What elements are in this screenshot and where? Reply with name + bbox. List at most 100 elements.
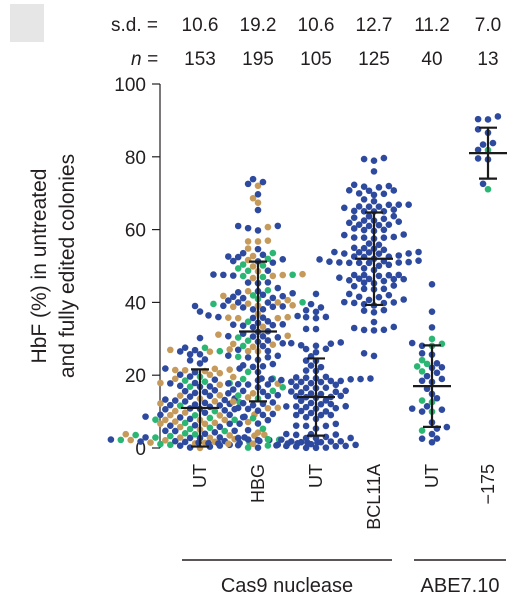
data-point <box>244 224 252 232</box>
data-point <box>355 259 363 267</box>
data-point <box>157 379 164 387</box>
data-point <box>279 292 287 300</box>
data-point <box>171 437 179 445</box>
data-point <box>287 378 295 386</box>
data-point <box>327 438 335 445</box>
data-point <box>176 382 184 390</box>
sd-value: 7.0 <box>475 15 501 36</box>
data-point <box>191 401 199 408</box>
data-point <box>342 442 350 450</box>
data-point <box>244 279 252 286</box>
data-point <box>171 407 179 415</box>
data-point <box>234 434 242 442</box>
data-point <box>415 257 422 264</box>
data-point <box>249 343 257 351</box>
data-point <box>234 222 242 230</box>
data-point <box>239 261 247 268</box>
data-point <box>201 420 209 428</box>
data-point <box>355 190 363 197</box>
data-point <box>201 344 209 352</box>
data-point <box>137 438 144 445</box>
data-point <box>167 432 174 440</box>
n-value: 40 <box>421 49 442 70</box>
data-point <box>395 201 403 209</box>
data-point <box>171 418 179 425</box>
data-point <box>347 375 354 383</box>
data-point <box>186 415 194 423</box>
data-point <box>355 275 363 282</box>
data-point <box>341 298 348 306</box>
data-point <box>181 419 189 427</box>
data-point <box>236 420 243 427</box>
sd-value: 10.6 <box>182 15 219 36</box>
data-point <box>423 372 431 380</box>
data-point <box>244 444 252 451</box>
data-point <box>350 244 358 252</box>
data-point <box>367 375 374 382</box>
data-point <box>380 190 388 198</box>
data-point <box>400 296 408 303</box>
data-point <box>307 409 315 417</box>
data-point <box>211 407 219 415</box>
data-point <box>239 294 247 302</box>
data-point <box>297 341 305 349</box>
data-point <box>171 427 179 435</box>
data-point <box>264 416 272 424</box>
data-point <box>249 252 257 260</box>
data-point <box>350 234 358 241</box>
data-point <box>254 238 262 245</box>
data-point <box>428 430 436 438</box>
data-point <box>299 298 306 306</box>
data-point <box>234 441 242 449</box>
data-point <box>350 271 358 279</box>
data-point <box>221 396 229 404</box>
data-point <box>357 375 364 383</box>
data-point <box>152 434 159 441</box>
data-point <box>418 397 426 404</box>
data-point <box>225 332 232 340</box>
data-point <box>327 411 335 419</box>
data-point <box>326 258 333 265</box>
data-point <box>234 404 242 412</box>
sd-value: 11.2 <box>414 15 450 36</box>
data-point <box>370 197 378 205</box>
data-point <box>211 387 219 394</box>
data-point <box>196 350 204 358</box>
data-point <box>206 434 214 442</box>
data-point <box>307 440 315 448</box>
data-point <box>231 427 238 435</box>
data-point <box>390 282 398 289</box>
data-point <box>254 206 262 214</box>
data-point <box>132 431 139 439</box>
data-point <box>479 141 487 148</box>
data-point <box>345 187 353 194</box>
data-point <box>234 380 242 388</box>
data-point <box>279 321 287 328</box>
data-point <box>443 423 451 431</box>
category-label: UT <box>190 464 210 488</box>
data-point <box>385 201 393 209</box>
data-point <box>332 442 340 450</box>
data-point <box>337 392 345 400</box>
data-point <box>244 381 252 388</box>
data-point <box>489 139 497 147</box>
data-point <box>380 285 388 293</box>
data-point <box>215 313 222 321</box>
data-point <box>244 180 252 188</box>
data-point <box>216 392 224 399</box>
data-point <box>239 249 247 257</box>
data-point <box>210 300 217 308</box>
data-point <box>269 249 277 257</box>
data-point <box>181 344 189 351</box>
data-point <box>225 253 232 260</box>
data-point <box>299 270 306 278</box>
data-point <box>390 212 398 220</box>
data-point <box>259 425 267 433</box>
data-point <box>264 435 272 443</box>
data-point <box>474 115 482 123</box>
data-point <box>312 342 320 350</box>
data-point <box>370 168 378 175</box>
data-point <box>350 225 358 232</box>
data-point <box>216 369 224 377</box>
